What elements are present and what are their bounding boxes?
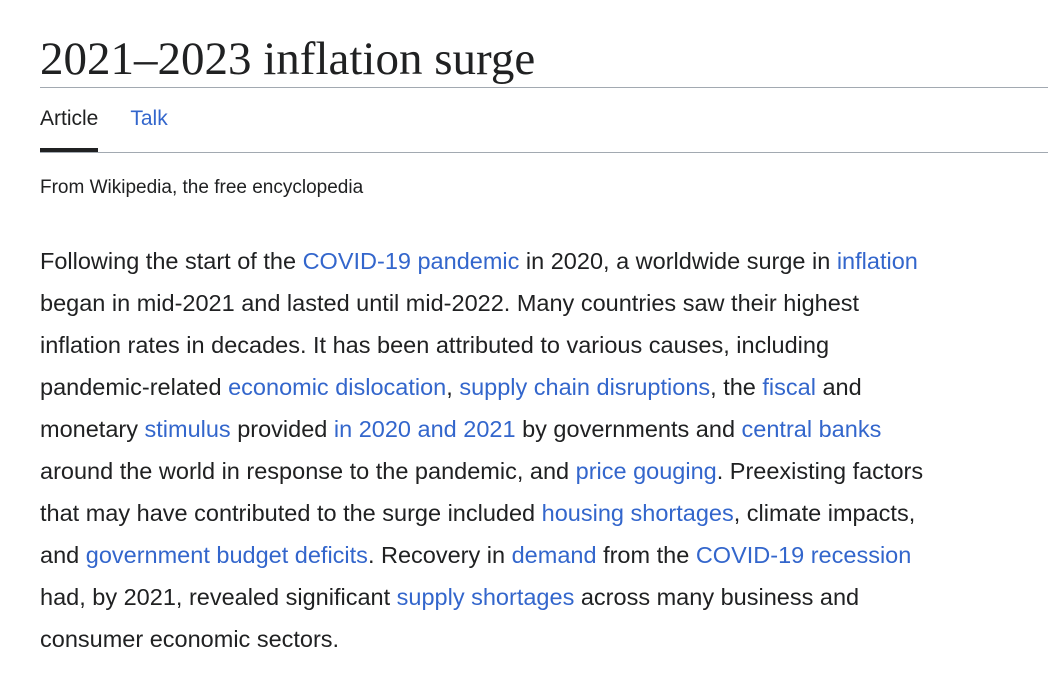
lead-text: , the: [710, 374, 763, 400]
tab-article[interactable]: Article: [40, 100, 99, 153]
link-supply-shortages[interactable]: supply shortages: [396, 584, 575, 610]
title-divider: [40, 87, 1048, 88]
site-tagline: From Wikipedia, the free encyclopedia: [40, 177, 364, 198]
link-covid-19-recession[interactable]: COVID-19 recession: [695, 542, 912, 568]
lead-line: inflation rates in decades. It has been …: [40, 324, 923, 366]
lead-text: Following the start of the: [40, 248, 303, 274]
lead-text: by governments and: [515, 416, 742, 442]
link-fiscal[interactable]: fiscal: [762, 374, 816, 400]
lead-text: monetary: [40, 416, 145, 442]
lead-text: provided: [230, 416, 334, 442]
lead-text: began in mid-2021 and lasted until mid-2…: [40, 290, 860, 316]
link-housing-shortages[interactable]: housing shortages: [541, 500, 734, 526]
link-government-budget-deficits[interactable]: government budget deficits: [85, 542, 368, 568]
link-in-2020-and-2021[interactable]: in 2020 and 2021: [333, 416, 516, 442]
tab-talk[interactable]: Talk: [130, 107, 168, 130]
lead-text: inflation rates in decades. It has been …: [40, 332, 830, 358]
lead-text: and: [40, 542, 86, 568]
lead-text: that may have contributed to the surge i…: [40, 500, 542, 526]
lead-line: pandemic-related economic dislocation, s…: [40, 366, 923, 408]
lead-line: monetary stimulus provided in 2020 and 2…: [40, 408, 923, 450]
lead-line: Following the start of the COVID-19 pand…: [40, 240, 923, 282]
lead-text: and: [815, 374, 862, 400]
link-supply-chain-disruptions[interactable]: supply chain disruptions: [459, 374, 711, 400]
lead-paragraph: Following the start of the COVID-19 pand…: [40, 240, 923, 660]
link-economic-dislocation[interactable]: economic dislocation: [228, 374, 447, 400]
lead-text: in 2020, a worldwide surge in: [519, 248, 837, 274]
lead-line: had, by 2021, revealed significant suppl…: [40, 576, 923, 618]
link-central-banks[interactable]: central banks: [741, 416, 882, 442]
lead-text: pandemic-related: [40, 374, 229, 400]
lead-line: began in mid-2021 and lasted until mid-2…: [40, 282, 923, 324]
page-tabs: Article Talk: [40, 100, 200, 153]
lead-text: around the world in response to the pand…: [40, 458, 576, 484]
lead-text: from the: [596, 542, 696, 568]
link-stimulus[interactable]: stimulus: [144, 416, 231, 442]
link-demand[interactable]: demand: [511, 542, 597, 568]
lead-text: . Recovery in: [367, 542, 512, 568]
link-inflation[interactable]: inflation: [836, 248, 918, 274]
lead-text: across many business and: [574, 584, 860, 610]
lead-text: . Preexisting factors: [716, 458, 924, 484]
lead-text: had, by 2021, revealed significant: [40, 584, 397, 610]
lead-text: consumer economic sectors.: [40, 626, 340, 652]
lead-text: , climate impacts,: [733, 500, 916, 526]
lead-text: ,: [446, 374, 460, 400]
lead-line: consumer economic sectors.: [40, 618, 923, 660]
tabs-divider: [40, 152, 1048, 153]
link-covid-19-pandemic[interactable]: COVID-19 pandemic: [302, 248, 520, 274]
page-title: 2021–2023 inflation surge: [40, 33, 536, 85]
lead-line: around the world in response to the pand…: [40, 450, 923, 492]
lead-line: that may have contributed to the surge i…: [40, 492, 923, 534]
link-price-gouging[interactable]: price gouging: [575, 458, 717, 484]
lead-line: and government budget deficits. Recovery…: [40, 534, 923, 576]
